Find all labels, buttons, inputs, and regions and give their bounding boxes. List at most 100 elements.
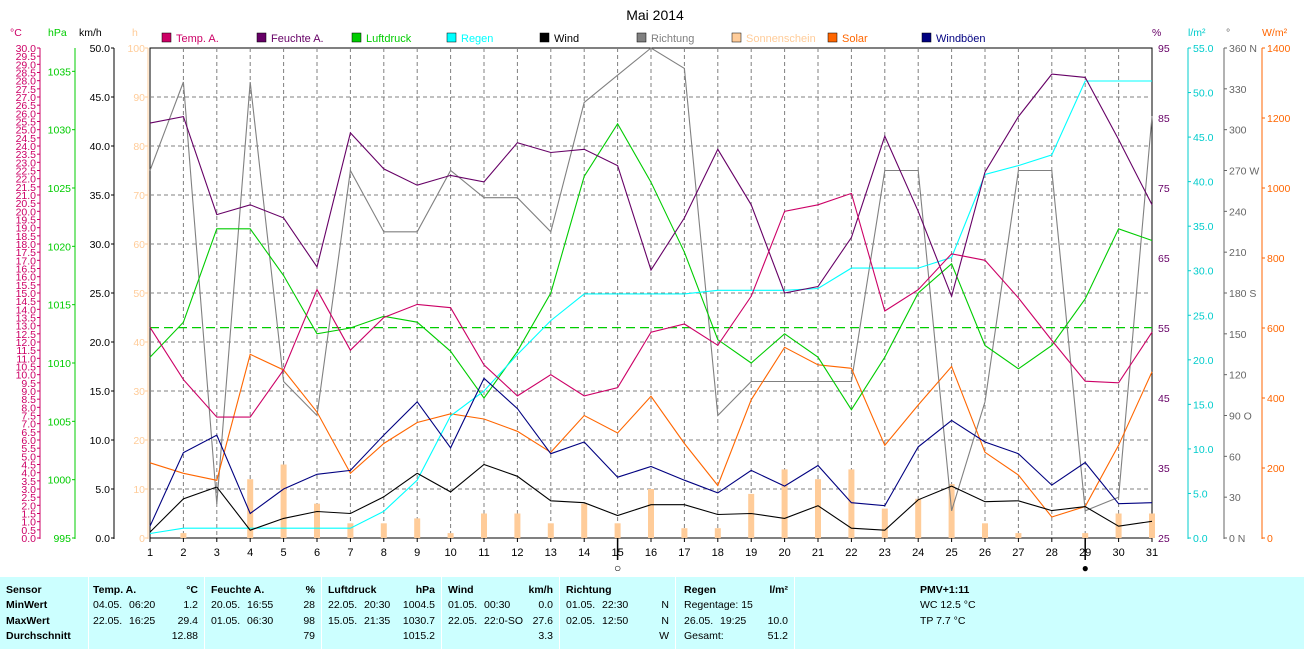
axis-tick-label: 21.0 [16, 190, 37, 202]
press-min-time: 20:30 [364, 599, 391, 611]
axis-tick-label: 90 [133, 92, 145, 104]
x-tick-label: 3 [214, 547, 220, 559]
axis-tick-label: 28.0 [16, 76, 37, 88]
axis-tick-label: 40 [133, 337, 145, 349]
axis-unit-label: km/h [79, 27, 102, 39]
axis-tick-label: 29.0 [16, 59, 37, 71]
hum-unit: % [305, 584, 315, 596]
axis-tick-label: 4.5 [21, 460, 36, 472]
legend-swatch [446, 32, 457, 43]
axis-tick-label: 40.0 [1193, 177, 1214, 189]
axis-tick-label: 25.0 [1193, 310, 1214, 322]
maxwert-label: MaxWert [6, 615, 50, 627]
rain-header: Regen [684, 584, 717, 596]
axis-tick-label: 600 [1267, 323, 1285, 335]
sunshine-bar [1015, 533, 1022, 538]
axis-tick-label: 12.5 [16, 329, 37, 341]
axis-tick-label: 27.5 [16, 84, 37, 96]
sunshine-bar [447, 533, 454, 538]
axis-tick-label: 1.0 [21, 517, 36, 529]
axis-tick-label: 0.5 [21, 525, 36, 537]
rain-days: Regentage: 15 [684, 599, 753, 611]
axis-tick-label: 1200 [1267, 113, 1291, 125]
press-unit: hPa [415, 584, 435, 596]
axis-tick-label: 20.0 [90, 337, 111, 349]
axis-tick-label: 35.0 [90, 190, 111, 202]
chart-title: Mai 2014 [626, 7, 684, 23]
stats-sensor: Sensor MinWert MaxWert Durchschnitt [0, 577, 89, 649]
new-moon-icon: ○ [614, 561, 621, 575]
axis-tick-label: 24.5 [16, 133, 37, 145]
sunshine-bar [648, 489, 654, 538]
temp-max-time: 16:25 [129, 615, 156, 627]
axis-tick-label: 6.0 [21, 435, 36, 447]
axis-tick-label: 26.5 [16, 100, 37, 112]
legend-swatch [539, 32, 550, 43]
axis-tick-label: 29.5 [16, 51, 37, 63]
axis-tick-label: 35 [1158, 463, 1170, 475]
axis-tick-label: 15.0 [16, 288, 37, 300]
x-tick-label: 20 [778, 547, 790, 559]
legend-label: Solar [842, 33, 868, 45]
axis-tick-label: 11.0 [16, 353, 36, 365]
stats-pressure: Luftdruck hPa 22.05. 20:30 1004.5 15.05. 21:… [322, 577, 442, 649]
axis-tick-label: 0 [139, 533, 145, 545]
axis-tick-label: 50.0 [90, 43, 111, 55]
axis-unit-label: l/m² [1188, 27, 1206, 39]
axis-tick-label: 7.5 [21, 411, 36, 423]
axis-tick-label: 10.5 [16, 362, 37, 374]
press-header: Luftdruck [328, 584, 377, 596]
x-tick-label: 14 [578, 547, 590, 559]
axis-tick-label: 210 [1229, 247, 1247, 259]
series-line [149, 192, 1153, 418]
series-line [149, 377, 1153, 527]
axis-tick-label: 30 [1229, 492, 1241, 504]
axis-tick-label: 50.0 [1193, 88, 1214, 100]
sunshine-bar [781, 469, 788, 538]
x-tick-label: 26 [979, 547, 991, 559]
durchschnitt-label: Durchschnitt [6, 630, 71, 642]
axis-unit-label: ° [1226, 27, 1230, 39]
sunshine-bar [314, 503, 320, 538]
axis-unit-label: °C [10, 27, 22, 39]
axis-tick-label: 25.0 [16, 125, 37, 137]
axis-tick-label: 0.0 [1193, 533, 1208, 545]
axis-tick-label: 1010 [48, 358, 72, 370]
dir-header: Richtung [566, 584, 612, 596]
axis-tick-label: 5.0 [95, 484, 110, 496]
hum-min-date: 20.05. [211, 599, 241, 611]
rain-total-val: 51.2 [767, 630, 788, 642]
legend-label: Feuchte A. [271, 33, 324, 45]
axis-tick-label: 1030 [48, 125, 72, 137]
wind-min-val: 0.0 [538, 599, 553, 611]
x-tick-label: 19 [745, 547, 757, 559]
wind-min-time: 00:30 [484, 599, 511, 611]
axis-tick-label: 40.0 [90, 141, 111, 153]
axis-tick-label: 1000 [1267, 183, 1291, 195]
axis-tick-label: 120 [1229, 370, 1247, 382]
legend-label: Luftdruck [366, 33, 412, 45]
axis-unit-label: hPa [48, 27, 67, 39]
axis-tick-label: 16.0 [16, 272, 37, 284]
sunshine-bar [948, 484, 955, 538]
sunshine-bar [280, 464, 287, 538]
x-tick-label: 9 [414, 547, 420, 559]
sunshine-bar [414, 518, 421, 538]
axis-tick-label: 5.0 [21, 451, 36, 463]
axis-tick-label: 17.0 [16, 255, 37, 267]
axis-tick-label: 400 [1267, 393, 1285, 405]
full-moon-icon: ● [1082, 561, 1089, 575]
x-axis: 1234567891011121314151617181920212223242… [147, 538, 1158, 575]
axis-tick-label: 10.0 [90, 435, 111, 447]
axis-tick-label: 6.5 [21, 427, 36, 439]
legend-swatch [827, 32, 838, 43]
axis-unit-label: h [132, 27, 138, 39]
axis-tick-label: 240 [1229, 206, 1247, 218]
stats-pmv: PMV+1:11 WC 12.5 °C TP 7.7 °C [795, 577, 1304, 649]
press-avg: 1015.2 [402, 630, 435, 642]
temp-max-date: 22.05. [93, 615, 123, 627]
sunshine-bar [815, 479, 821, 538]
axis-tick-label: 995 [53, 533, 71, 545]
hum-max-val: 98 [303, 615, 315, 627]
sunshine-bar [514, 513, 521, 538]
